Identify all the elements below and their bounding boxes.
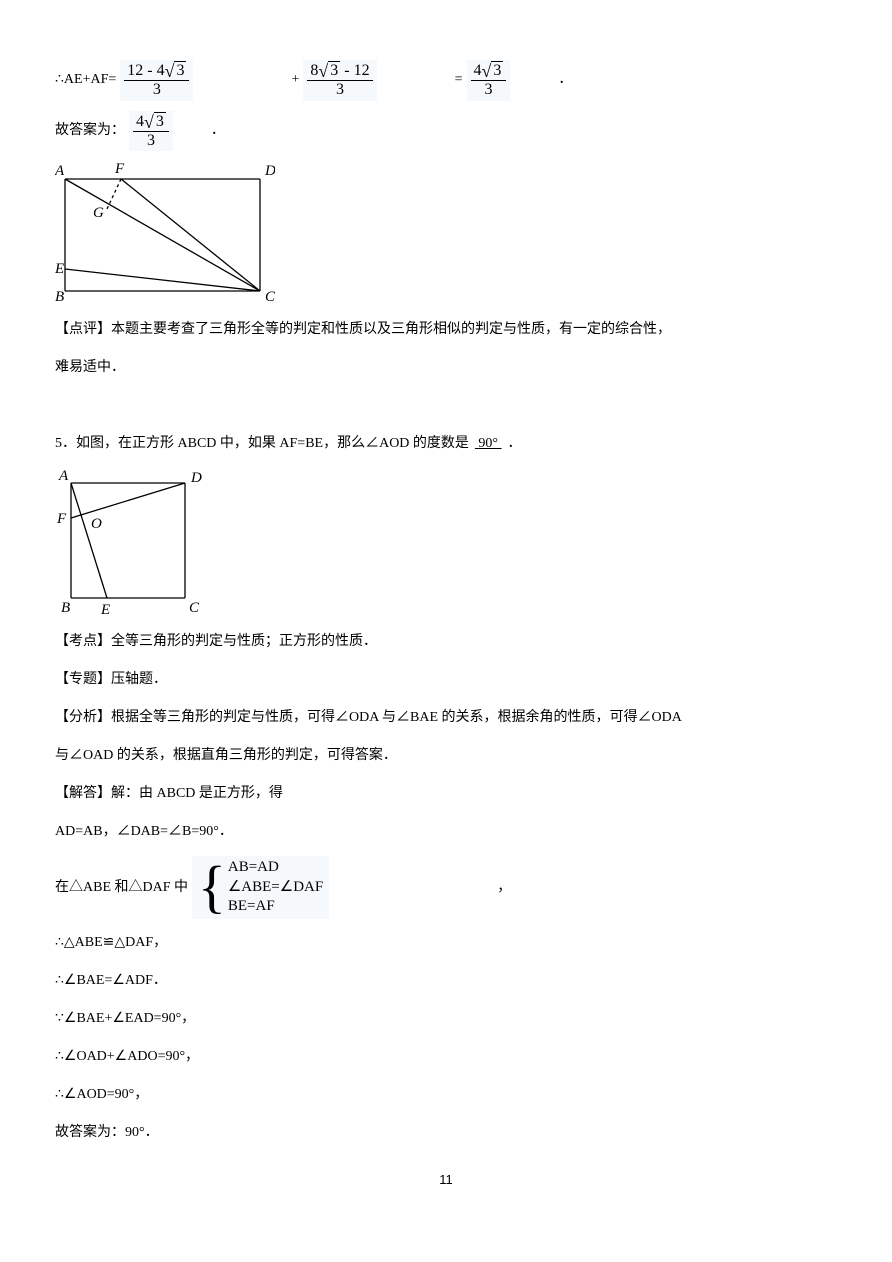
fenxi-a: 【分析】根据全等三角形的判定与性质，可得∠ODA 与∠BAE 的关系，根据余角的… [55, 704, 837, 732]
period: ． [558, 66, 572, 94]
solution-line7: ∴∠AOD=90°， [55, 1081, 837, 1109]
svg-text:G: G [93, 205, 104, 221]
solution-line3: ∴△ABE≌△DAF， [55, 929, 837, 957]
svg-text:D: D [190, 470, 202, 486]
plus: + [291, 66, 299, 94]
equation-system: { AB=AD ∠ABE=∠DAF BE=AF [192, 856, 329, 919]
svg-text:F: F [114, 161, 125, 177]
kaodian: 【考点】全等三角形的判定与性质；正方形的性质． [55, 628, 837, 656]
svg-text:C: C [189, 600, 200, 616]
svg-text:E: E [55, 261, 64, 277]
equation-ae-af: ∴AE+AF= 12 - 4√3 3 + 8√3 - 12 3 = 4√3 3 … [55, 60, 837, 101]
figure-square-abcd: A D F O B E C [55, 468, 837, 618]
svg-text:B: B [55, 289, 64, 305]
svg-text:A: A [55, 163, 65, 179]
term2: 8√3 - 12 3 [303, 60, 376, 101]
zhuanti: 【专题】压轴题． [55, 666, 837, 694]
solution-line8: 故答案为：90°． [55, 1119, 837, 1147]
equals: = [455, 66, 463, 94]
answer-line: 故答案为： 4√3 3 ． [55, 111, 837, 152]
solution-line5: ∵∠BAE+∠EAD=90°， [55, 1005, 837, 1033]
svg-text:C: C [265, 289, 275, 305]
question-5: 5．如图，在正方形 ABCD 中，如果 AF=BE，那么∠AOD 的度数是 90… [55, 430, 837, 458]
svg-text:D: D [264, 163, 275, 179]
svg-text:E: E [100, 602, 110, 618]
eq-intro: ∴AE+AF= [55, 66, 116, 94]
svg-text:B: B [61, 600, 70, 616]
figure-rectangle-abcd: A F D G EB C [55, 161, 837, 306]
term1: 12 - 4√3 3 [120, 60, 193, 101]
svg-text:F: F [56, 511, 67, 527]
svg-text:O: O [91, 516, 102, 532]
solution-line4: ∴∠BAE=∠ADF． [55, 967, 837, 995]
fenxi-b: 与∠OAD 的关系，根据直角三角形的判定，可得答案． [55, 742, 837, 770]
answer-frac: 4√3 3 [129, 111, 173, 152]
solution-line2: 在△ABE 和△DAF 中 { AB=AD ∠ABE=∠DAF BE=AF ， [55, 856, 837, 919]
jieda-intro: 【解答】解：由 ABCD 是正方形，得 [55, 780, 837, 808]
q5-answer: 90° [469, 436, 508, 451]
solution-line1: AD=AB，∠DAB=∠B=90°． [55, 818, 837, 846]
comment-1a: 【点评】本题主要考查了三角形全等的判定和性质以及三角形相似的判定与性质，有一定的… [55, 316, 837, 344]
comment-1b: 难易适中． [55, 354, 837, 382]
solution-line6: ∴∠OAD+∠ADO=90°， [55, 1043, 837, 1071]
page-number: 11 [55, 1167, 837, 1193]
svg-text:A: A [58, 468, 69, 484]
term3: 4√3 3 [467, 60, 511, 101]
